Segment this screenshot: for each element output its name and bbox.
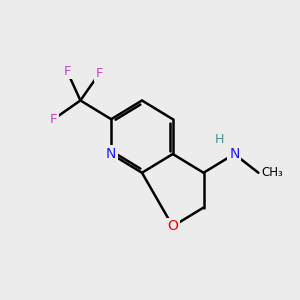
Text: N: N xyxy=(106,147,116,161)
Text: CH₃: CH₃ xyxy=(261,166,283,179)
Text: F: F xyxy=(50,113,57,126)
Text: O: O xyxy=(167,219,178,233)
Text: F: F xyxy=(63,64,71,77)
Text: N: N xyxy=(229,147,239,161)
Text: H: H xyxy=(215,133,224,146)
Text: F: F xyxy=(95,67,103,80)
